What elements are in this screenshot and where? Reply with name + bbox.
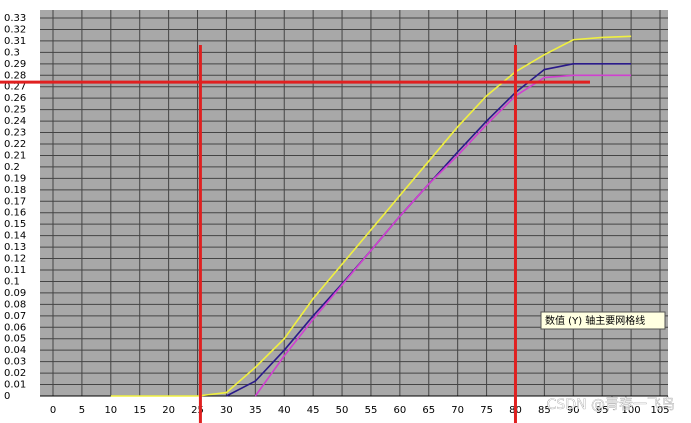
x-tick-label: 30 [220, 405, 233, 416]
watermark: CSDN @青春一飞鸟 [547, 397, 675, 413]
x-tick-label: 100 [622, 405, 641, 416]
x-tick-label: 55 [365, 405, 378, 416]
y-tick-label: 0.25 [4, 105, 26, 116]
y-tick-label: 0.15 [4, 219, 26, 230]
y-tick-label: 0.26 [4, 93, 26, 104]
y-tick-label: 0.09 [4, 288, 26, 299]
y-tick-label: 0.16 [4, 208, 26, 219]
y-tick-label: 0.1 [4, 276, 20, 287]
y-tick-label: 0.01 [4, 380, 26, 391]
y-tick-label: 0.29 [4, 59, 26, 70]
x-tick-label: 35 [249, 405, 262, 416]
x-tick-label: 25 [191, 405, 204, 416]
y-tick-label: 0.24 [4, 116, 26, 127]
y-tick-label: 0 [4, 391, 10, 402]
y-tick-label: 0.03 [4, 357, 26, 368]
y-tick-label: 0.28 [4, 70, 26, 81]
y-tick-label: 0.17 [4, 196, 26, 207]
series-line [254, 74, 632, 397]
y-tick-label: 0.02 [4, 368, 26, 379]
x-tick-label: 40 [278, 405, 291, 416]
y-tick-label: 0.2 [4, 162, 20, 173]
y-tick-label: 0.21 [4, 150, 26, 161]
y-tick-label: 0.12 [4, 254, 26, 265]
x-tick-label: 105 [650, 405, 669, 416]
y-tick-label: 0.06 [4, 322, 26, 333]
y-tick-label: 0.14 [4, 231, 26, 242]
x-tick-label: 70 [451, 405, 464, 416]
tooltip-box [540, 311, 666, 330]
y-tick-label: 0.18 [4, 185, 26, 196]
y-tick-label: 0.22 [4, 139, 26, 150]
x-tick-label: 90 [567, 405, 580, 416]
y-tick-label: 0.07 [4, 311, 26, 322]
x-tick-label: 50 [336, 405, 349, 416]
y-tick-label: 0.23 [4, 128, 26, 139]
y-tick-label: 0.3 [4, 47, 20, 58]
x-tick-label: 20 [162, 405, 175, 416]
x-tick-label: 0 [50, 405, 56, 416]
y-tick-label: 0.13 [4, 242, 26, 253]
x-tick-label: 15 [133, 405, 146, 416]
x-tick-label: 85 [538, 405, 551, 416]
x-tick-label: 95 [596, 405, 609, 416]
x-tick-label: 65 [422, 405, 435, 416]
y-tick-label: 0.05 [4, 334, 26, 345]
tooltip: 数值 (Y) 轴主要网格线 [545, 314, 645, 327]
x-tick-label: 10 [104, 405, 117, 416]
y-tick-label: 0.08 [4, 299, 26, 310]
y-tick-label: 0.04 [4, 345, 26, 356]
plot-area [40, 10, 668, 396]
series-line [110, 35, 632, 397]
x-tick-label: 45 [307, 405, 320, 416]
x-tick-label: 75 [480, 405, 493, 416]
y-tick-label: 0.33 [4, 13, 26, 24]
y-tick-label: 0.11 [4, 265, 26, 276]
y-tick-label: 0.32 [4, 24, 26, 35]
x-tick-label: 60 [393, 405, 406, 416]
y-tick-label: 0.19 [4, 173, 26, 184]
y-tick-label: 0.31 [4, 36, 26, 47]
x-tick-label: 5 [79, 405, 85, 416]
y-tick-label: 0.27 [4, 82, 26, 93]
